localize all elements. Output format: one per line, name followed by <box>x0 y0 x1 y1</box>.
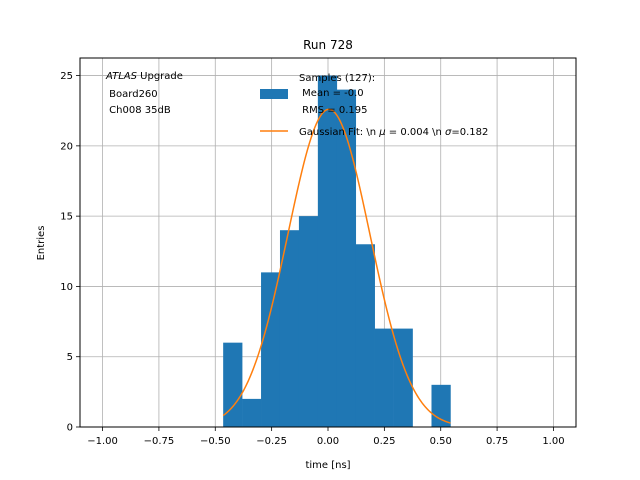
y-tick-label: 0 <box>67 423 73 434</box>
histogram-bar <box>242 398 262 427</box>
y-tick-label: 25 <box>60 71 73 82</box>
legend-samples-line-1: Samples (127): <box>299 73 375 84</box>
legend-fit-seg-1: Gaussian Fit: \n <box>299 127 379 138</box>
legend-patch-samples <box>260 89 288 99</box>
annotation-line-2: Board260 <box>106 89 158 100</box>
gaussian-fit-curve <box>222 108 451 424</box>
y-axis-title: Entries <box>36 226 47 261</box>
x-tick-label: −0.50 <box>200 436 231 447</box>
y-tick-label: 20 <box>60 141 73 152</box>
y-tick-label: 15 <box>60 212 73 223</box>
histogram-bar <box>223 342 243 427</box>
ticks-layer: −1.00 −0.75 −0.50 −0.25 0.00 0.25 0.50 0.75 1.00… <box>60 71 564 447</box>
histogram-bar <box>261 272 281 427</box>
legend-fit-label: Gaussian Fit: \n μ = 0.004 \n σ=0.182 <box>299 127 488 138</box>
histogram-bar <box>279 230 300 427</box>
legend-fit-sigma: σ <box>445 127 452 138</box>
legend-samples-line-3: RMS = 0.195 <box>299 105 367 116</box>
histogram-bar <box>355 244 375 427</box>
x-tick-label: 0.50 <box>430 436 452 447</box>
annotation-brand: ATLAS <box>105 71 138 82</box>
atlas-annotation: ATLAS Upgrade Board260 Ch008 35dB <box>105 71 183 116</box>
legend-fit-seg-2: = 0.004 \n <box>386 127 445 138</box>
x-tick-label: −0.25 <box>256 436 287 447</box>
annotation-brand-suffix: Upgrade <box>137 71 183 82</box>
fit-layer <box>222 108 451 424</box>
histogram-bar <box>374 328 394 427</box>
legend: Samples (127): Mean = -0.0 RMS = 0.195 G… <box>260 73 488 138</box>
histogram-bar <box>431 384 451 427</box>
legend-samples-line-2: Mean = -0.0 <box>299 88 364 99</box>
x-tick-label: 1.00 <box>542 436 564 447</box>
x-tick-label: 0.25 <box>373 436 395 447</box>
bars-layer <box>223 75 451 428</box>
x-tick-label: −0.75 <box>144 436 175 447</box>
histogram-bar <box>317 75 338 428</box>
annotation-line-3: Ch008 35dB <box>106 105 171 116</box>
x-tick-label: −1.00 <box>87 436 118 447</box>
x-axis-title: time [ns] <box>305 460 350 471</box>
annotation-line-1: ATLAS Upgrade <box>105 71 183 82</box>
y-tick-label: 10 <box>60 282 73 293</box>
x-tick-label: 0.75 <box>486 436 508 447</box>
histogram-bar <box>336 89 357 427</box>
chart-title: Run 728 <box>303 38 353 52</box>
y-tick-label: 5 <box>67 352 73 363</box>
histogram-bar <box>298 216 319 427</box>
legend-fit-mu: μ <box>378 127 385 138</box>
legend-fit-seg-3: =0.182 <box>451 127 488 138</box>
x-tick-label: 0.00 <box>317 436 339 447</box>
